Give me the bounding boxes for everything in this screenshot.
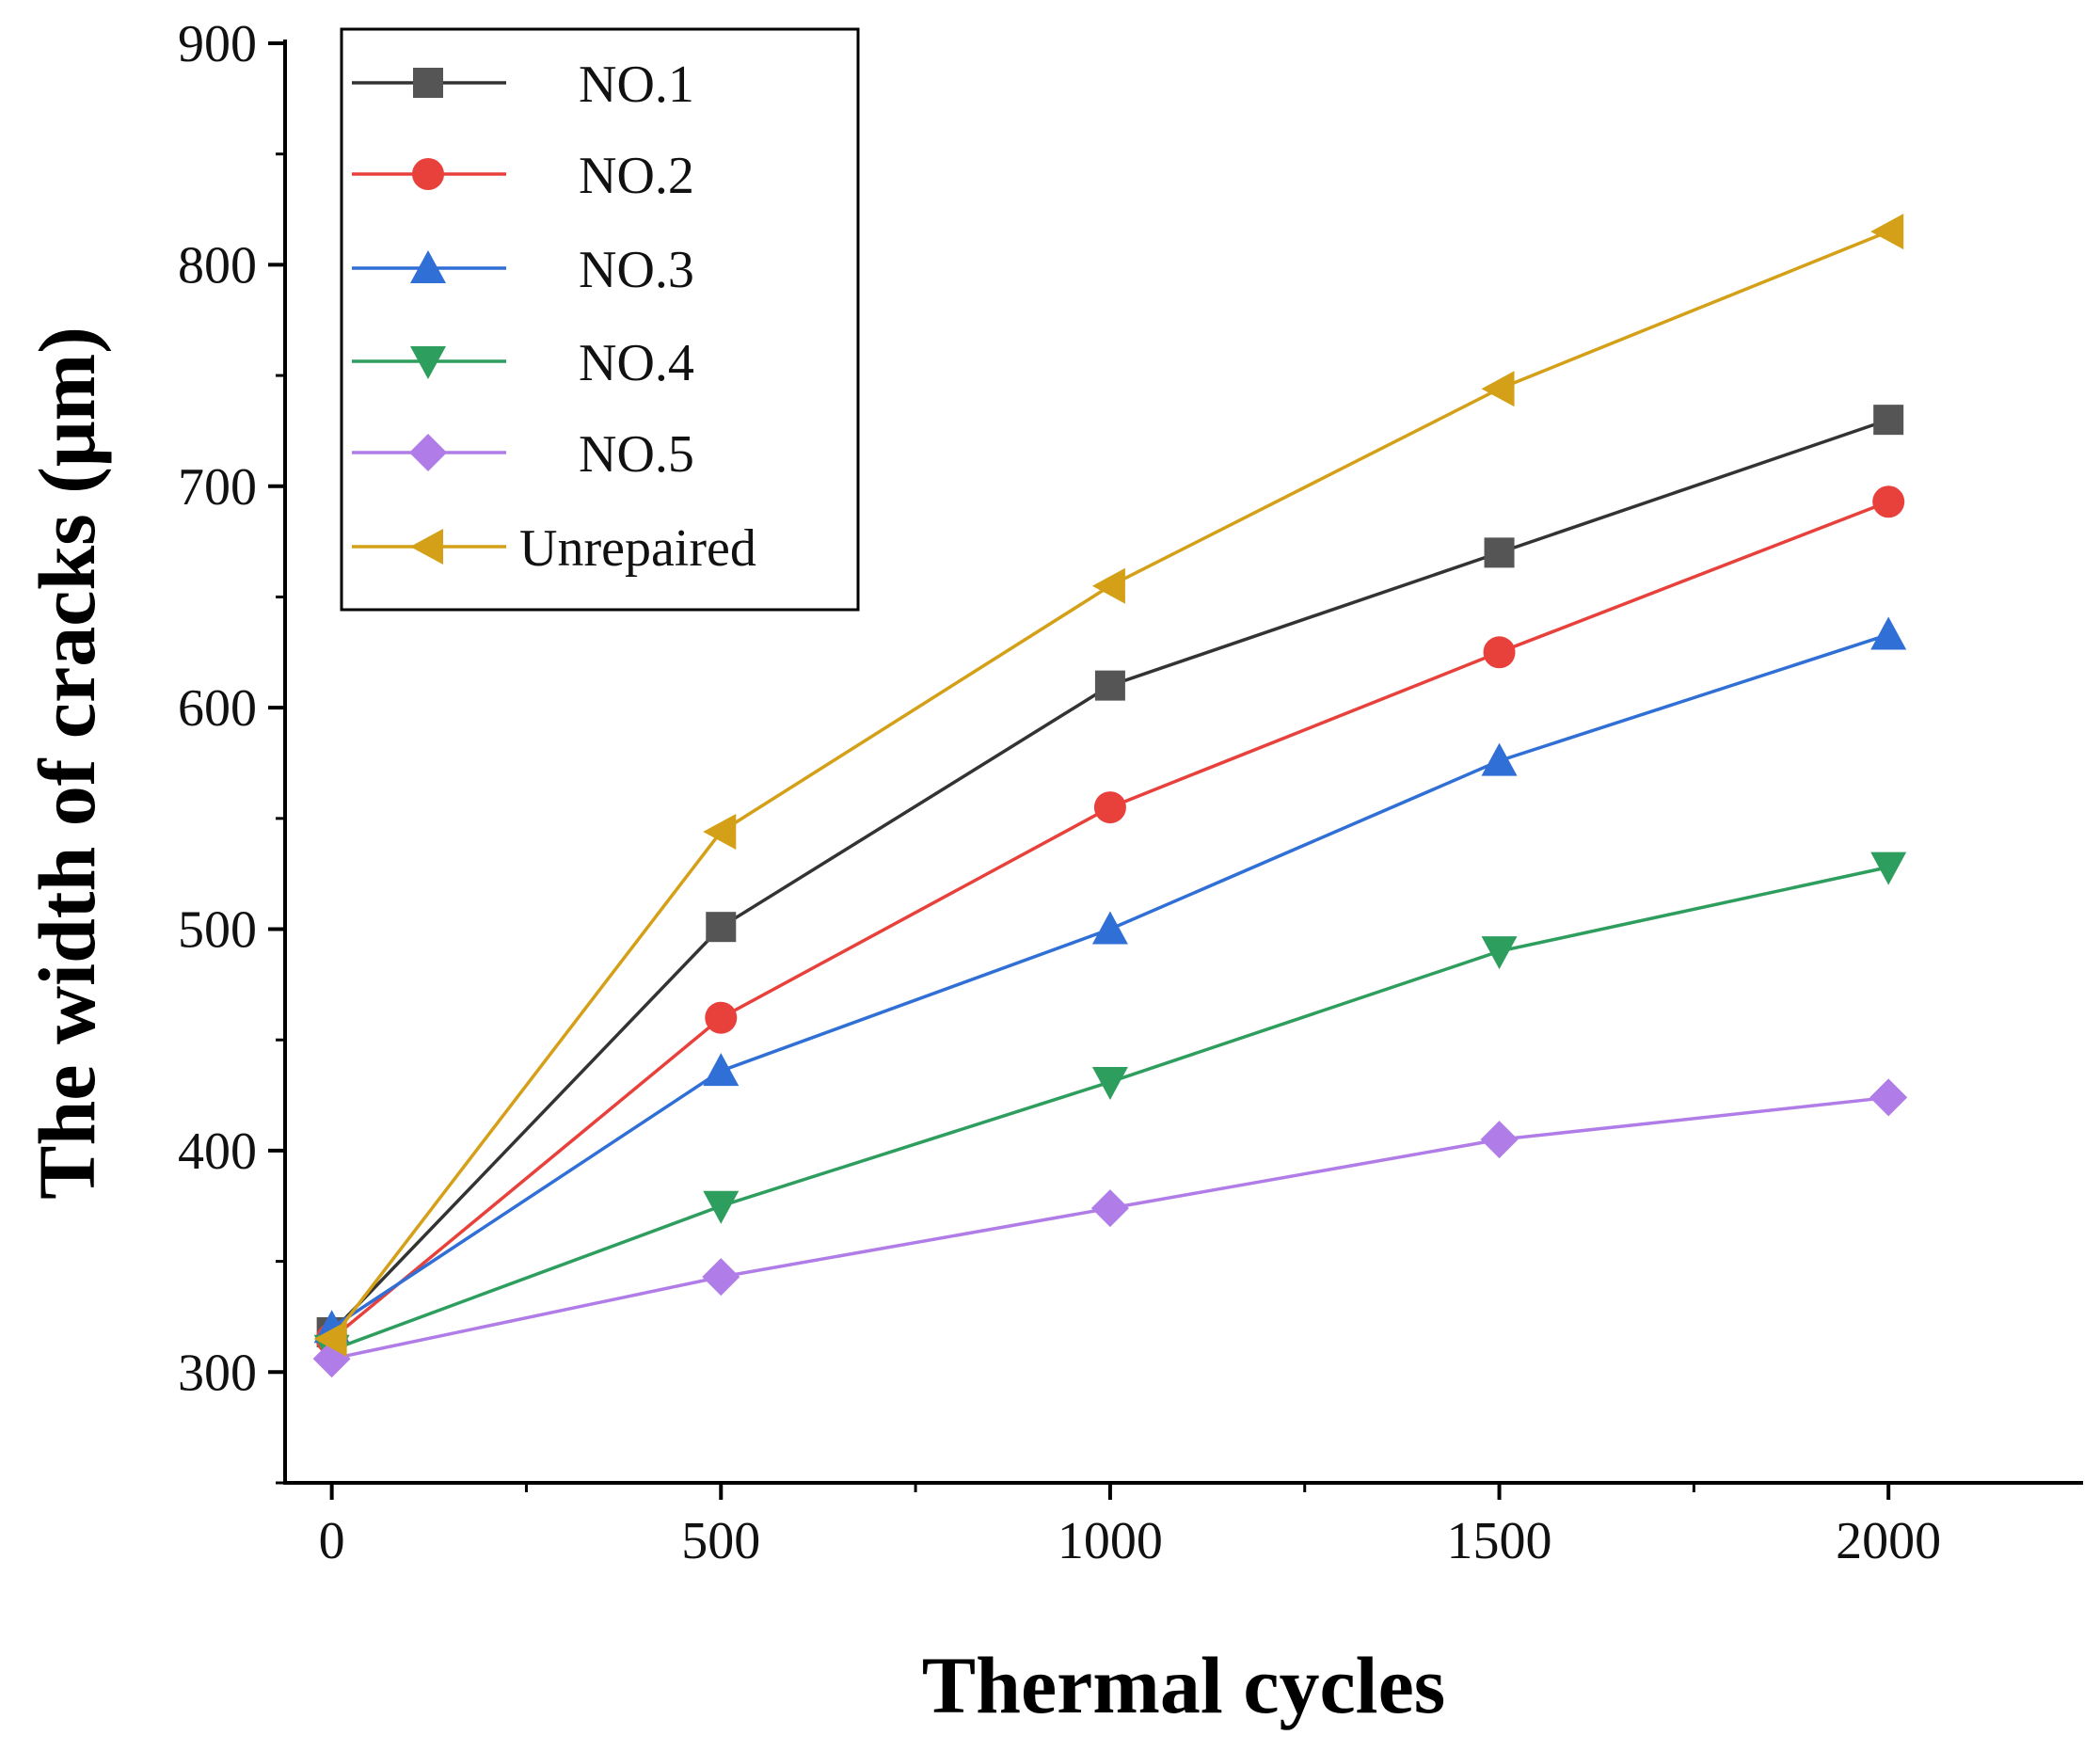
series-no5	[312, 1078, 1908, 1378]
legend: NO.1 NO.2 NO.3 NO.4 NO.5 Unrepaired	[340, 27, 860, 612]
legend-label: NO.2	[579, 147, 694, 205]
data-point-triangle-down	[703, 1190, 740, 1224]
legend-label: NO.1	[579, 56, 694, 114]
data-point-triangle-left	[703, 813, 737, 850]
legend-box	[340, 27, 860, 612]
y-axis-title: The width of cracks (μm)	[22, 326, 112, 1200]
x-axis-title: Thermal cycles	[922, 1640, 1445, 1730]
series-no3	[313, 616, 1907, 1344]
data-point-diamond	[1869, 1078, 1908, 1117]
data-point-triangle-left	[1870, 214, 1904, 250]
data-point-triangle-left	[1091, 567, 1125, 604]
y-tick-label: 500	[178, 901, 257, 960]
data-point-triangle-up	[410, 250, 446, 283]
data-point-triangle-left	[1481, 371, 1515, 407]
data-point-circle	[1483, 636, 1516, 669]
legend-label: NO.3	[579, 241, 694, 299]
legend-label: Unrepaired	[519, 519, 756, 578]
data-point-diamond	[1480, 1121, 1519, 1159]
x-tick-label: 1000	[1058, 1512, 1163, 1570]
data-point-triangle-left	[313, 1321, 347, 1357]
series-line	[331, 1095, 1889, 1361]
y-tick-label: 900	[178, 15, 257, 73]
data-point-diamond	[1090, 1189, 1129, 1228]
x-tick-label: 1500	[1447, 1512, 1552, 1570]
series-group	[312, 214, 1908, 1378]
data-point-triangle-up	[703, 1053, 740, 1087]
data-point-triangle-left	[410, 529, 443, 565]
x-tick-label: 0	[319, 1512, 345, 1570]
data-point-circle	[1093, 791, 1126, 824]
data-point-triangle-down	[1870, 852, 1907, 885]
series-unrepaired	[313, 214, 1904, 1357]
data-point-square	[1484, 537, 1515, 568]
data-point-triangle-down	[1091, 1066, 1128, 1100]
x-tick-label: 500	[681, 1512, 760, 1570]
data-point-triangle-down	[1481, 936, 1518, 970]
data-point-diamond	[702, 1258, 740, 1297]
legend-label: NO.5	[579, 425, 694, 484]
y-tick-label: 300	[178, 1344, 257, 1402]
data-point-square	[1873, 405, 1904, 436]
y-tick-label: 700	[178, 458, 257, 517]
legend-label: NO.4	[579, 334, 694, 392]
data-point-circle	[1872, 486, 1905, 518]
data-point-triangle-up	[1091, 911, 1128, 945]
data-point-circle	[705, 1001, 738, 1034]
data-point-square	[413, 68, 443, 98]
data-point-square	[1094, 670, 1125, 701]
data-point-circle	[412, 158, 444, 190]
data-point-triangle-up	[1481, 742, 1518, 776]
data-point-triangle-down	[410, 346, 446, 379]
data-point-diamond	[409, 434, 447, 471]
x-tick-label: 2000	[1836, 1512, 1941, 1570]
data-point-square	[706, 912, 737, 943]
y-tick-label: 600	[178, 679, 257, 738]
data-point-triangle-up	[1870, 616, 1907, 650]
y-tick-label: 400	[178, 1122, 257, 1181]
y-tick-label: 800	[178, 236, 257, 294]
axes: 300 400 500 600 700 800 900 0 500 1000 1500 2000	[178, 15, 2083, 1570]
